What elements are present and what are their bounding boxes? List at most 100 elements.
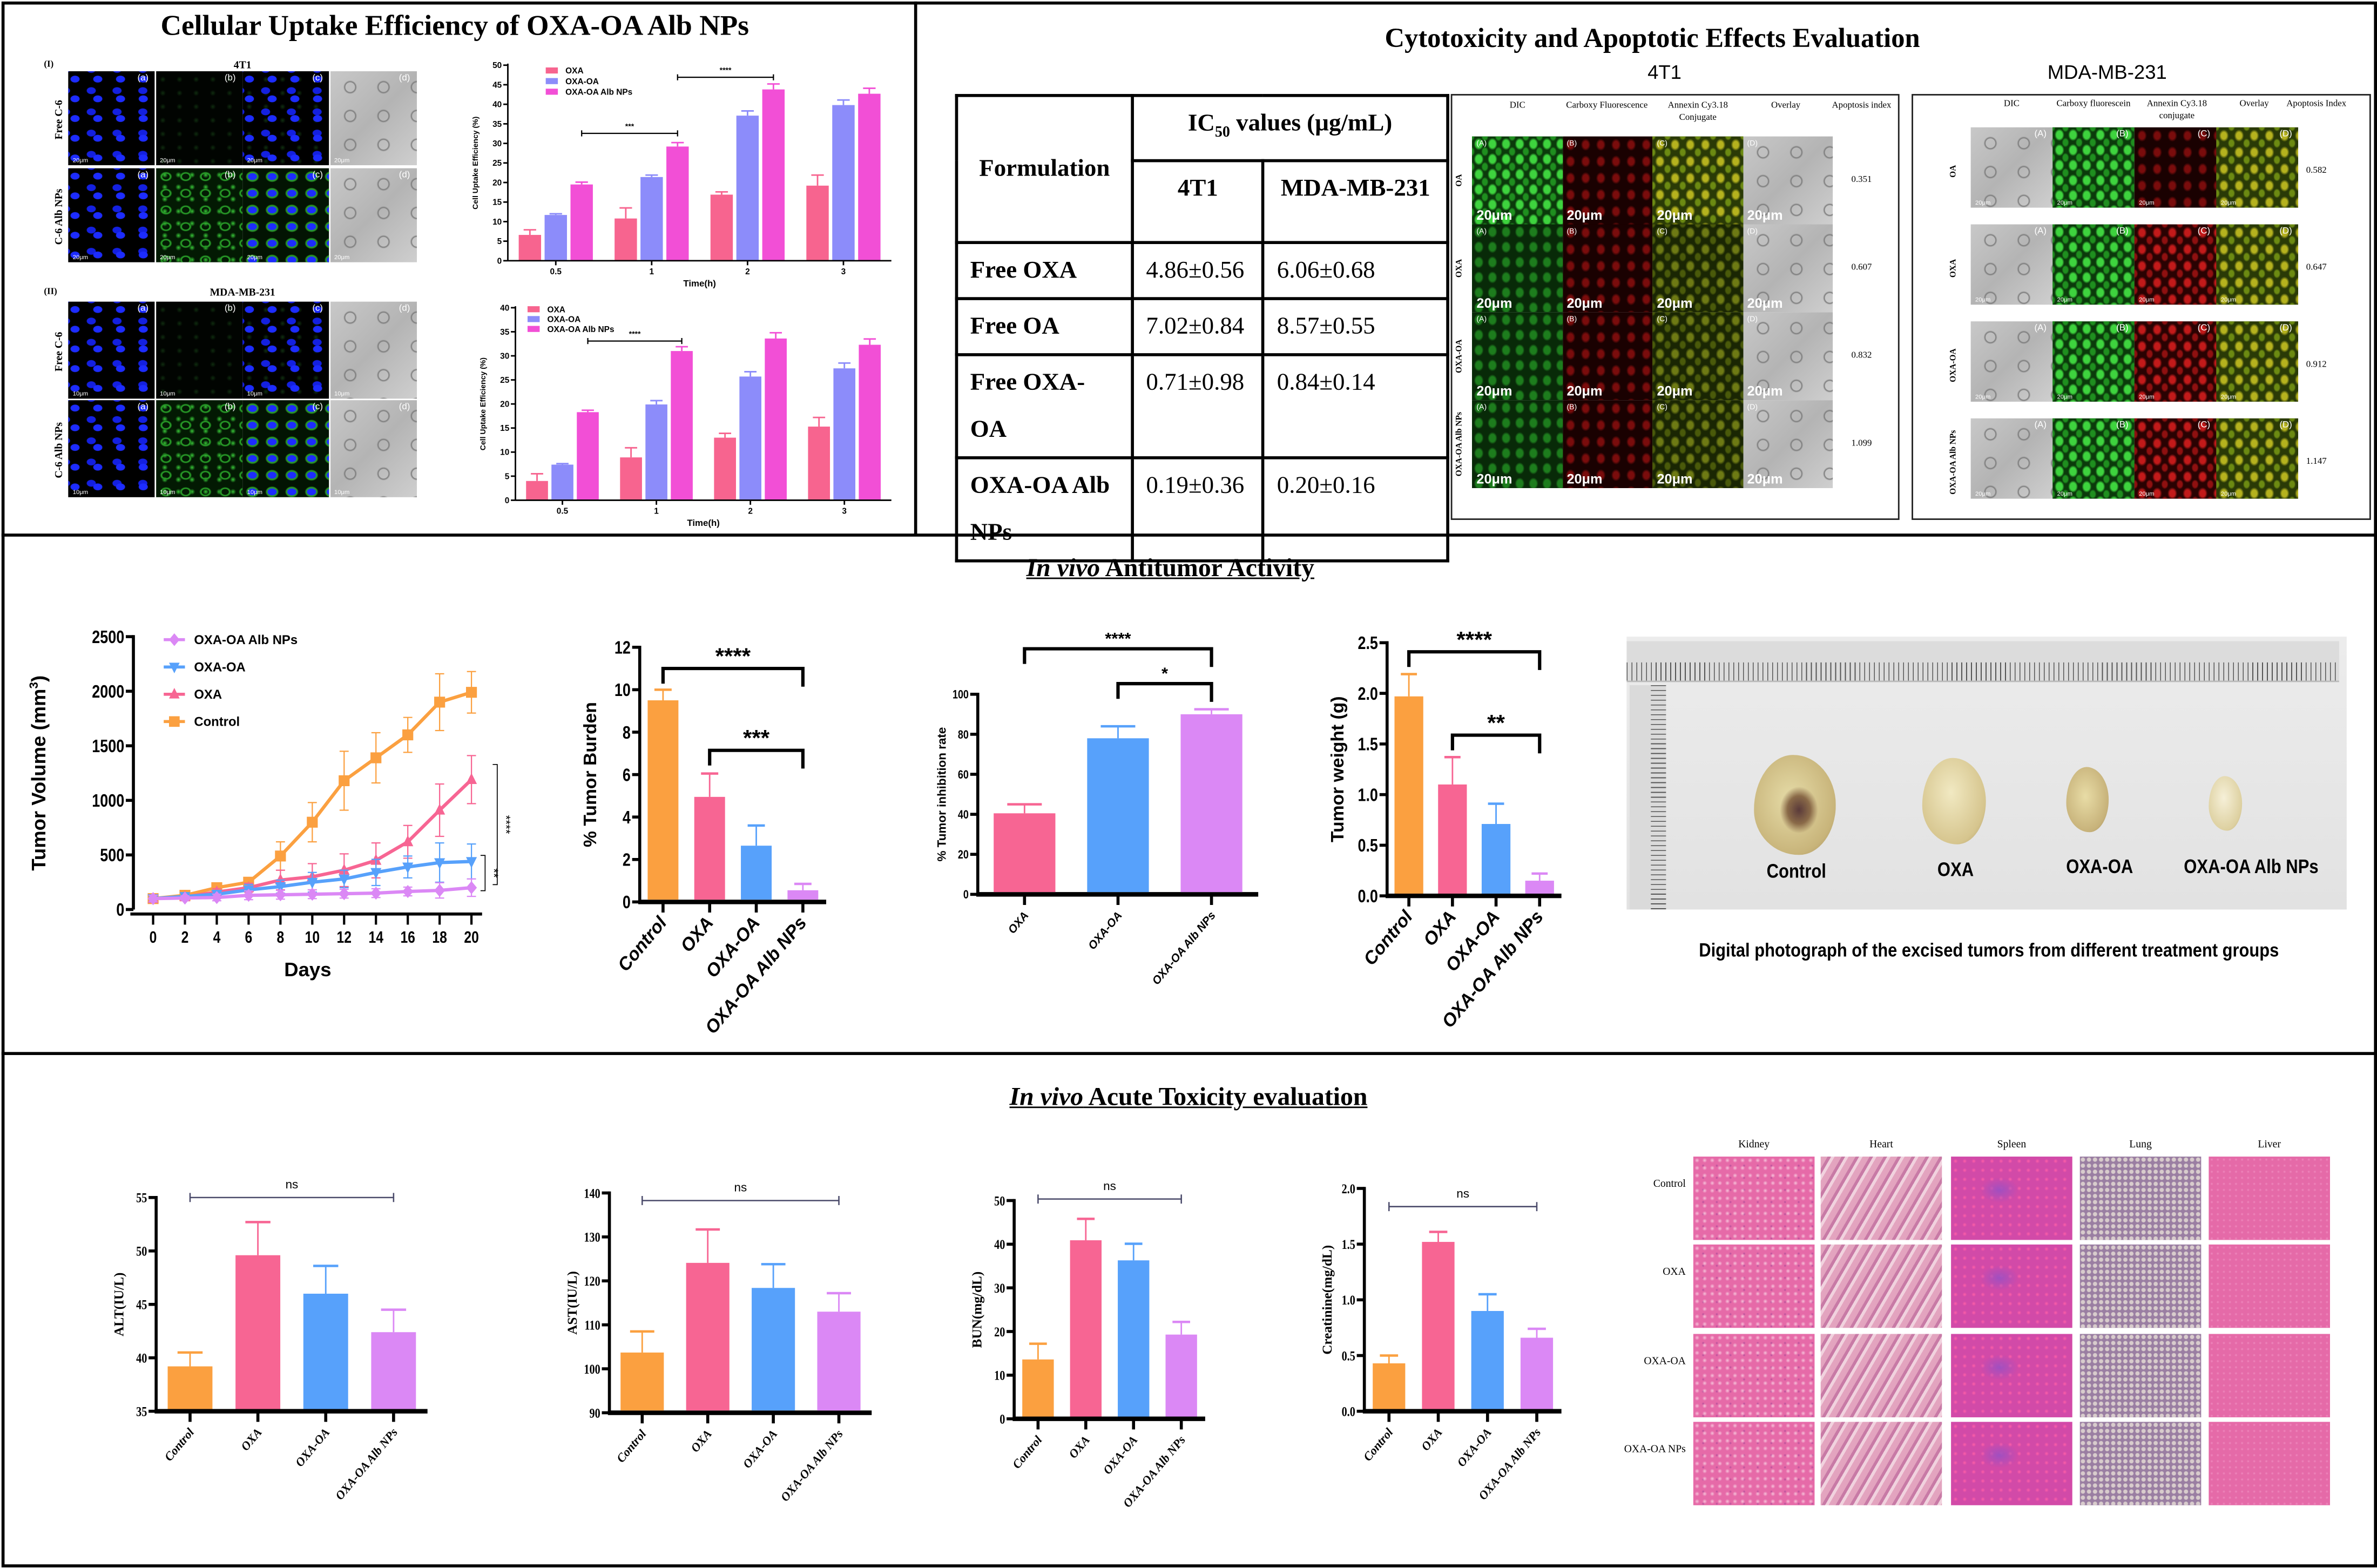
ruler-horizontal xyxy=(1626,641,2339,682)
micrograph-overlay: (C) 20μm xyxy=(1652,136,1743,225)
panel-letter: (D) xyxy=(1747,403,1758,413)
scale-bar-label: 20μm xyxy=(2220,295,2237,303)
table-row: Free OXA-OA 0.71±0.98 0.84±0.14 xyxy=(955,353,1449,460)
scale-bar-label: 10μm xyxy=(72,488,89,496)
micrograph-merge-strong: (c) 20μm xyxy=(242,168,329,262)
row-label: OXA-OA Alb NPs xyxy=(1949,430,1959,495)
organ-label: Liver xyxy=(2258,1138,2281,1151)
bar xyxy=(526,481,548,500)
data-point-square xyxy=(370,752,382,763)
group-label: Control xyxy=(1653,1178,1686,1190)
scale-bar-label: 20μm xyxy=(1657,383,1693,399)
bar xyxy=(1394,696,1423,894)
significance-label: ** xyxy=(1487,710,1505,735)
histology-kidney xyxy=(1693,1422,1815,1505)
group-tag: (I) xyxy=(44,60,54,70)
micrograph-annexin: (C) 20μm xyxy=(2134,321,2217,402)
micrograph-merge-strong: (c) 10μm xyxy=(242,400,329,497)
legend-label: OXA xyxy=(194,687,222,702)
histology-lung xyxy=(2079,1244,2202,1328)
y-tick-label: 130 xyxy=(584,1230,600,1245)
significance-label: **** xyxy=(1105,629,1131,648)
y-tick-label: 45 xyxy=(136,1297,147,1313)
category-label: 1 xyxy=(650,267,654,276)
header-4t1: 4T1 xyxy=(1131,159,1265,245)
significance-label: ns xyxy=(286,1178,299,1191)
panel-letter: (D) xyxy=(2279,421,2292,431)
y-tick-label: 100 xyxy=(953,688,969,701)
y-tick-label: 10 xyxy=(614,680,631,700)
micrograph-carboxy: (A) 20μm xyxy=(1471,136,1563,225)
chart-2: 0 500 1000 1500 2000 2500 0 2 4 6 8 10 12 14 16 18 20 OXA… xyxy=(27,627,512,981)
table-row: Free OXA 4.86±0.56 6.06±0.68 xyxy=(955,241,1449,301)
scale-bar-label: 20μm xyxy=(2220,489,2237,497)
legend-label: OXA-OA Alb NPs xyxy=(194,633,298,647)
row-label: Free C-6 xyxy=(53,331,65,371)
panel-letter: (D) xyxy=(1747,139,1758,149)
significance-label: **** xyxy=(499,815,512,834)
panel-letter: (c) xyxy=(312,74,323,84)
micrograph-overlay: (D) 20μm xyxy=(2216,321,2299,402)
row-label: C-6 Alb NPs xyxy=(53,421,65,478)
micrograph-annexin: (C) 20μm xyxy=(2134,224,2217,305)
category-label: Control xyxy=(614,1427,649,1465)
panel-letter: (D) xyxy=(2279,227,2292,236)
scale-bar-label: 20μm xyxy=(1476,471,1512,487)
y-tick-label: 0.0 xyxy=(1342,1404,1355,1419)
x-tick-label: 20 xyxy=(464,928,478,947)
cell-formulation: Free OXA xyxy=(955,241,1134,301)
panel-letter: (A) xyxy=(1476,139,1487,149)
cell-mda: 0.84±0.14 xyxy=(1261,353,1449,460)
scale-bar-label: 20μm xyxy=(2057,393,2072,401)
y-tick-label: 5 xyxy=(505,472,510,481)
scale-bar-label: 20μm xyxy=(2220,393,2237,401)
y-axis-label-part: 3 xyxy=(27,682,40,688)
micrograph-nuclei: (a) 10μm xyxy=(68,400,155,497)
data-point-triangle-up xyxy=(339,863,350,875)
scale-bar-label: 20μm xyxy=(2139,489,2155,497)
micrograph-annexin-dim: (C) 20μm xyxy=(2134,127,2217,208)
category-label: 0.5 xyxy=(550,267,562,276)
chart-6: 35 40 45 50 55 Control OXA OXA-OA OXA-OA Alb NPs… xyxy=(112,1178,428,1503)
scale-bar-label: 20μm xyxy=(1476,207,1512,223)
micrograph-nuclei: (a) 20μm xyxy=(68,71,155,166)
row-label: OA xyxy=(1949,165,1959,178)
bar xyxy=(666,146,689,260)
column-header: Annexin Cy3.18 Conjugate xyxy=(1667,102,1728,123)
bar xyxy=(518,235,542,260)
y-tick-label: 4 xyxy=(623,807,631,828)
chart-7: 90 100 110 120 130 140 Control OXA OXA-OAOXA-OA … xyxy=(565,1181,872,1504)
column-header: Overlay xyxy=(2239,100,2269,110)
significance-bracket xyxy=(661,666,805,687)
significance-label: ns xyxy=(1456,1187,1469,1200)
micrograph-dic: (A) 20μm xyxy=(1970,127,2053,208)
bar xyxy=(1471,1310,1504,1409)
panel-letter: (a) xyxy=(137,403,149,413)
scale-bar-label: 10μm xyxy=(334,488,350,496)
cell-formulation: Free OXA-OA xyxy=(955,353,1134,460)
micrograph-c6-weak: (b) 20μm xyxy=(155,71,242,166)
bar xyxy=(620,457,642,500)
legend-swatch xyxy=(527,306,540,313)
data-point-diamond xyxy=(434,883,445,897)
y-tick-label: 0.5 xyxy=(1342,1348,1355,1363)
panel-letter: (a) xyxy=(137,305,149,314)
panel-letter: (B) xyxy=(1566,139,1577,149)
data-point-diamond xyxy=(307,888,318,901)
bar xyxy=(1180,714,1242,893)
y-tick-label: 5 xyxy=(497,237,502,246)
panel-letter: (C) xyxy=(2197,324,2211,334)
histology-spleen xyxy=(1951,1334,2072,1417)
significance-label: * xyxy=(1162,664,1168,683)
micrograph-overlay-dim: (C) 20μm xyxy=(1652,224,1743,313)
bar xyxy=(832,105,855,260)
row-label: C-6 Alb NPs xyxy=(53,188,65,244)
scale-bar-label: 20μm xyxy=(72,156,89,164)
y-axis-label: AST(IU/L) xyxy=(565,1271,580,1335)
scale-bar-label: 20μm xyxy=(1476,295,1512,311)
panel-letter: (B) xyxy=(1566,315,1577,325)
y-axis-label: % Tumor Burden xyxy=(580,702,600,847)
panel-letter: (B) xyxy=(2116,324,2129,334)
histology-liver xyxy=(2209,1334,2330,1417)
